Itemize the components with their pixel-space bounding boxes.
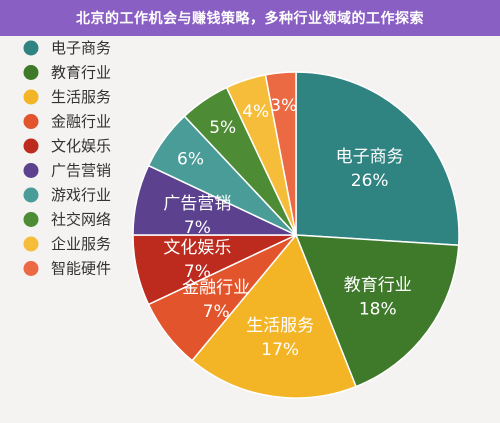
legend-marker xyxy=(23,163,39,178)
slice-value-label: 18% xyxy=(359,299,397,319)
pie-slice-2 xyxy=(294,234,460,388)
legend-label: 智能硬件 xyxy=(51,260,111,278)
page-title-banner: 北京的工作机会与赚钱策略，多种行业领域的工作探索 xyxy=(0,0,500,36)
pie-slices xyxy=(132,71,460,399)
legend-marker xyxy=(23,40,39,56)
pie-chart: 电子商务26%教育行业18%生活服务17%金融行业7%文化娱乐7%广告营销7%6… xyxy=(23,39,460,399)
slice-name-label: 教育行业 xyxy=(344,275,412,295)
slice-name-label: 文化娱乐 xyxy=(163,238,231,258)
legend-marker xyxy=(23,236,39,252)
slice-value-label: 3% xyxy=(270,96,297,116)
legend-label: 广告营销 xyxy=(51,162,111,180)
slice-value-label: 6% xyxy=(177,149,204,169)
slice-value-label: 5% xyxy=(209,118,236,138)
legend-marker xyxy=(23,138,39,154)
legend-label: 企业服务 xyxy=(51,235,111,253)
pie-slice-3 xyxy=(191,233,357,399)
legend-label: 教育行业 xyxy=(51,64,111,82)
legend-label: 电子商务 xyxy=(51,39,111,57)
legend-label: 金融行业 xyxy=(51,113,111,131)
slice-name-label: 广告营销 xyxy=(163,194,231,214)
legend-marker xyxy=(23,261,39,276)
slice-value-label: 7% xyxy=(203,302,230,322)
legend-marker xyxy=(23,187,39,203)
legend-marker xyxy=(23,114,39,129)
page-title: 北京的工作机会与赚钱策略，多种行业领域的工作探索 xyxy=(76,11,424,27)
slice-value-label: 17% xyxy=(261,340,299,360)
slice-value-label: 7% xyxy=(184,262,211,282)
legend-label: 生活服务 xyxy=(51,88,111,106)
legend-label: 社交网络 xyxy=(51,211,111,229)
pie-slice-1 xyxy=(295,71,460,247)
legend-label: 文化娱乐 xyxy=(51,137,111,155)
pie-slice-10 xyxy=(264,71,297,236)
slice-value-label: 26% xyxy=(351,171,389,191)
slice-name-label: 电子商务 xyxy=(336,147,404,167)
legend-label: 游戏行业 xyxy=(51,186,111,204)
slice-value-label: 4% xyxy=(242,102,269,122)
legend-marker xyxy=(23,65,39,80)
legend-marker xyxy=(23,212,39,227)
pie-slice-labels: 电子商务26%教育行业18%生活服务17%金融行业7%文化娱乐7%广告营销7%6… xyxy=(163,96,411,360)
legend-marker xyxy=(23,89,39,105)
slice-name-label: 生活服务 xyxy=(246,316,314,336)
slice-name-label: 金融行业 xyxy=(182,278,250,298)
slice-value-label: 7% xyxy=(184,218,211,238)
